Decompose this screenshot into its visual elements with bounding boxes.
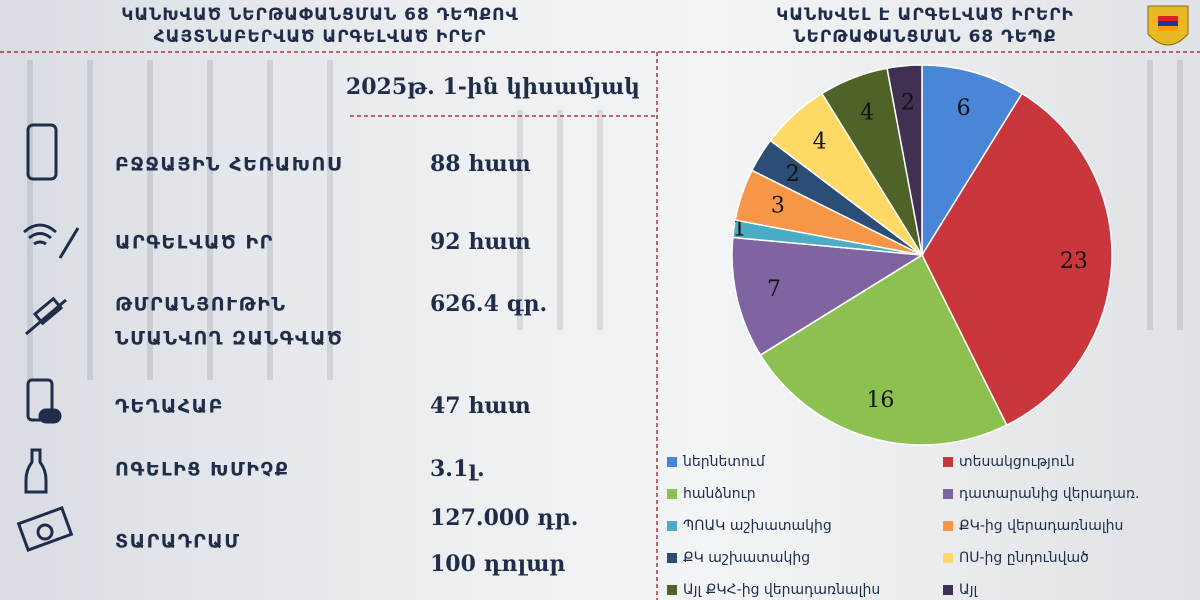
slice-label: 6 [957,96,971,121]
legend-label: Այլ ՔԿՀ-ից վերադառնալիս [683,582,880,598]
item-label: ԴԵՂԱՀԱԲ [115,396,224,418]
legend-swatch [667,553,677,563]
emblem [1147,5,1189,46]
item-value: 100 դոլար [430,551,565,577]
legend-label: ՊՈԱԿ աշխատակից [683,518,832,534]
legend-swatch [943,553,953,563]
legend-swatch [943,489,953,499]
pie-slice [921,92,1113,427]
item-value: 92 հատ [430,229,531,255]
slice-label: 3 [771,194,785,219]
chart-title: ԿԱՆԽՎԵԼ Է ԱՐԳԵԼՎԱԾ ԻՐԵՐԻ [776,5,1074,25]
header: ՀԱՅՏՆԱԲԵՐՎԱԾ ԱՐԳԵԼՎԱԾ ԻՐԵՐ [154,27,487,47]
pie-slice [731,236,925,357]
chart-title: ՆԵՐԹԱՓԱՆՑՄԱՆ 68 ԴԵՊՔ [793,27,1056,47]
item-value: 88 հատ [430,151,531,177]
period: 2025թ. 1-ին կիսամյակ [346,74,640,100]
backdrop [27,60,1183,380]
pie-slice [759,253,1008,446]
item-value: 3.1լ. [430,456,485,482]
pie-slice [886,64,923,256]
header: ԿԱՆԽՎԱԾ ՆԵՐԹԱՓԱՆՑՄԱՆ 68 ԴԵՊՔՈՎ [121,5,519,25]
item-value: 47 հատ [430,393,531,419]
legend-swatch [667,457,677,467]
slice-label: 1 [732,217,746,242]
legend-swatch [667,489,677,499]
item-label: ԹՄՐԱՆՅՈՒԹԻՆ [115,294,286,316]
legend-swatch [943,521,953,531]
legend-label: ներնետում [682,454,766,470]
legend-label: ՔԿ-ից վերադառնալիս [959,518,1123,534]
slice-label: 7 [767,277,781,302]
icons [16,123,80,552]
slice-label: 16 [866,388,894,413]
item-label: ՈԳԵԼԻՑ ԽՄԻՉՔ [115,459,290,481]
pie-slice [921,64,1024,258]
slice-label: 2 [901,91,915,116]
slice-label: 4 [860,100,874,125]
legend-label: Այլ [959,582,979,598]
legend-label: տեսակցություն [959,454,1075,470]
legend-swatch [667,585,677,595]
legend-swatch [943,457,953,467]
item-label: ՏԱՐԱԴՐԱՄ [115,531,241,553]
item-label: ԲՋՋԱՅԻՆ ՀԵՌԱԽՈՍ [115,154,342,176]
legend-swatch [667,521,677,531]
legend-label: ՈՍ-ից ընդունված [959,550,1089,566]
slice-label: 23 [1060,249,1088,274]
item-label: ԱՐԳԵԼՎԱԾ ԻՐ [115,232,274,254]
item-label: ՆՄԱՆՎՈՂ ԶԱՆԳՎԱԾ [115,328,343,350]
legend-label: հանձնուր [683,486,756,502]
item-value: 127.000 դր. [430,505,578,531]
slice-label: 2 [786,162,800,187]
legend-label: դատարանից վերադառ. [959,486,1139,502]
legend-label: ՔԿ աշխատակից [683,550,810,566]
legend-swatch [943,585,953,595]
slice-label: 4 [813,130,827,155]
item-value: 626.4 գր. [430,291,547,317]
